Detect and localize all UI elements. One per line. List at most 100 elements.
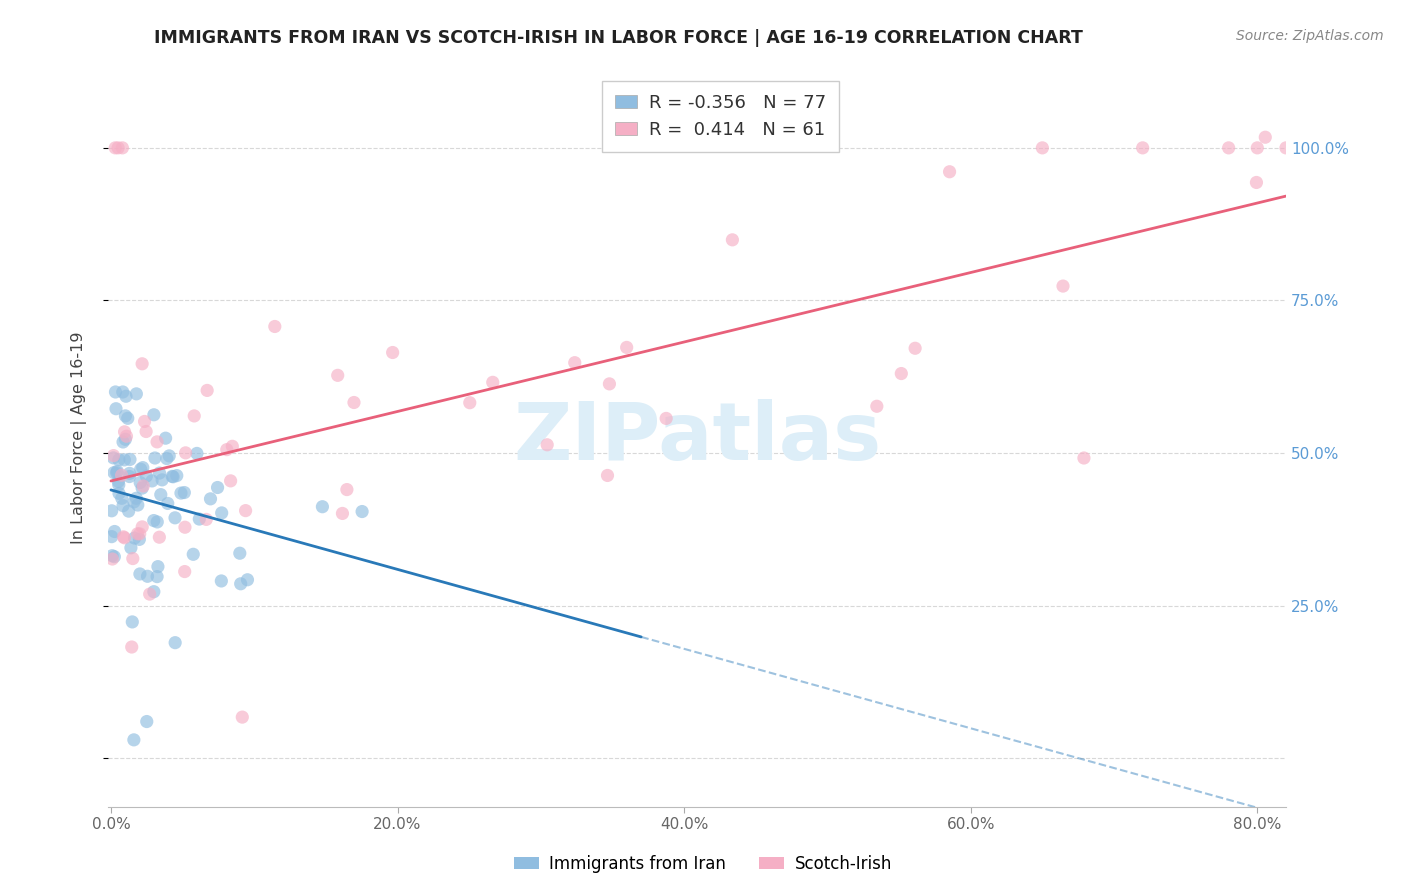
Point — [103, 450, 125, 465]
Text: Source: ZipAtlas.com: Source: ZipAtlas.com — [1236, 29, 1384, 43]
Point — [1246, 141, 1268, 155]
Point — [231, 710, 253, 724]
Point — [1254, 130, 1277, 145]
Point — [128, 533, 150, 547]
Y-axis label: In Labor Force | Age 16-19: In Labor Force | Age 16-19 — [72, 332, 87, 544]
Point — [115, 429, 138, 443]
Point — [904, 341, 927, 355]
Point — [173, 565, 195, 579]
Point — [336, 483, 359, 497]
Point — [165, 635, 187, 649]
Point — [156, 496, 179, 510]
Point — [131, 481, 153, 495]
Point — [655, 411, 678, 425]
Point — [103, 549, 125, 564]
Text: ZIPatlas: ZIPatlas — [513, 399, 882, 476]
Point — [100, 504, 122, 518]
Point — [596, 468, 619, 483]
Point — [1052, 279, 1074, 293]
Point — [598, 376, 620, 391]
Point — [332, 507, 354, 521]
Point — [125, 387, 148, 401]
Point — [110, 468, 132, 483]
Point — [127, 498, 149, 512]
Point — [135, 425, 157, 439]
Point — [136, 569, 159, 583]
Point — [166, 468, 188, 483]
Point — [1031, 141, 1053, 155]
Point — [104, 141, 127, 155]
Point — [1132, 141, 1154, 155]
Point — [170, 486, 193, 500]
Point — [141, 474, 163, 488]
Point — [129, 462, 152, 476]
Legend: R = -0.356   N = 77, R =  0.414   N = 61: R = -0.356 N = 77, R = 0.414 N = 61 — [602, 81, 839, 152]
Point — [128, 566, 150, 581]
Point — [146, 559, 169, 574]
Point — [235, 503, 257, 517]
Legend: Immigrants from Iran, Scotch-Irish: Immigrants from Iran, Scotch-Irish — [508, 848, 898, 880]
Point — [381, 345, 404, 359]
Point — [188, 512, 211, 526]
Point — [352, 504, 374, 518]
Point — [1218, 141, 1240, 155]
Point — [160, 469, 183, 483]
Point — [118, 452, 141, 467]
Point — [183, 409, 205, 423]
Point — [215, 442, 238, 457]
Point — [124, 531, 146, 545]
Point — [104, 524, 127, 539]
Point — [221, 439, 243, 453]
Point — [112, 453, 135, 467]
Point — [263, 319, 285, 334]
Point — [115, 389, 138, 403]
Point — [101, 549, 124, 563]
Point — [195, 512, 218, 526]
Point — [105, 464, 128, 478]
Point — [1246, 176, 1268, 190]
Point — [156, 451, 179, 466]
Point — [458, 395, 481, 409]
Point — [207, 481, 229, 495]
Point — [107, 478, 129, 492]
Point — [1275, 141, 1298, 155]
Point — [536, 438, 558, 452]
Point — [117, 411, 139, 425]
Point — [721, 233, 744, 247]
Point — [142, 584, 165, 599]
Point — [200, 491, 222, 506]
Point — [142, 408, 165, 422]
Point — [890, 367, 912, 381]
Point — [121, 640, 143, 654]
Point — [132, 460, 155, 475]
Point — [112, 530, 135, 544]
Point — [120, 541, 142, 555]
Point — [114, 432, 136, 446]
Point — [122, 732, 145, 747]
Point — [149, 488, 172, 502]
Point — [112, 434, 135, 449]
Point — [122, 495, 145, 509]
Point — [105, 466, 128, 480]
Point — [131, 520, 153, 534]
Point — [121, 551, 143, 566]
Point — [173, 485, 195, 500]
Point — [103, 449, 125, 463]
Point — [326, 368, 349, 383]
Point — [103, 466, 125, 480]
Point — [143, 450, 166, 465]
Point — [105, 401, 128, 416]
Point — [174, 520, 197, 534]
Point — [138, 587, 160, 601]
Point — [131, 357, 153, 371]
Point — [229, 546, 252, 560]
Point — [311, 500, 333, 514]
Point — [118, 504, 141, 518]
Point — [111, 384, 134, 399]
Point — [111, 499, 134, 513]
Point — [111, 141, 134, 155]
Point — [938, 165, 960, 179]
Point — [100, 530, 122, 544]
Point — [186, 446, 208, 460]
Point — [148, 466, 170, 480]
